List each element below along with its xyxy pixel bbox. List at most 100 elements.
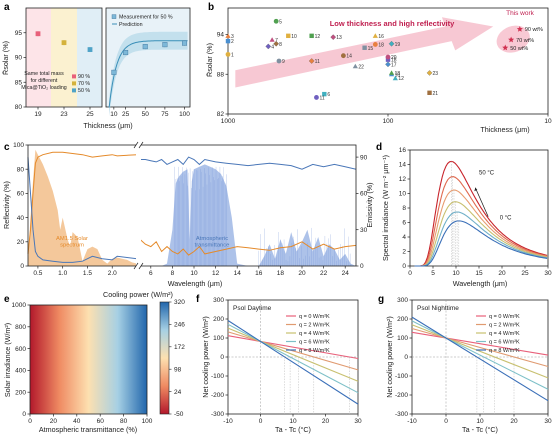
f-y-tick-label: 200 [213,316,224,323]
data-point-label: 22 [358,64,364,70]
data-point-label: 21 [433,91,439,97]
e-x-tick-label: 60 [97,418,105,425]
series-line [227,331,359,371]
b-y-tick-label: 94 [217,32,225,39]
data-point [276,58,282,64]
arrow-label: Low thickness and high reflectivity [330,19,455,28]
a-xr-tick-label: 50 [142,111,150,118]
data-point [265,43,272,50]
a-xr-tick-label: 25 [122,111,130,118]
legend-swatch [72,88,76,93]
g-y-tick-label: 300 [397,297,408,304]
a-xr-tick-label: 100 [179,111,190,118]
c-xl-tick-label: 1.0 [58,270,67,277]
d-x-tick-label: 0 [408,270,412,277]
band-50 [77,8,102,107]
g-y-tick-label: 100 [397,335,408,342]
data-point [330,34,337,40]
e-xlabel: Atmospheric transmittance (%) [39,425,137,434]
legend-entry: q = 2 W/m²K [489,323,520,329]
panel-label-e: e [4,294,10,305]
e-y-tick-label: 400 [15,368,26,375]
d-y-tick-label: 6 [402,220,406,227]
colorbar-tick-label: 98 [174,366,182,373]
legend-entry: q = 4 W/m²K [299,331,330,337]
data-point [427,90,432,95]
series-line [411,316,549,402]
panel-label-g: g [378,294,384,305]
e-y-tick-label: 0 [22,411,26,418]
data-point [385,61,391,68]
panel-title: Psol Nighttime [417,305,459,312]
data-point-label: 20 [391,55,397,61]
a-xr-tick-label: 10 [110,111,118,118]
g-y-tick-label: -300 [395,411,408,418]
work-point-label: 50 wt% [510,46,528,52]
g-y-tick-label: 0 [404,354,408,361]
g-y-tick-label: -100 [395,373,408,380]
c-xr-tick-label: 12 [212,270,220,277]
work-point [516,26,523,32]
data-point [182,40,188,46]
f-x-tick-label: 20 [322,418,330,425]
data-point-label: 12 [315,34,321,40]
axis-break [133,262,139,270]
b-xlabel: Thickness (μm) [480,125,529,134]
panel-label-f: f [196,294,200,305]
data-point [162,42,168,48]
c-yl-tick-label: 40 [17,215,25,222]
annotation-line: AM1.5 Solar [56,236,88,242]
g-x-tick-label: 20 [510,418,518,425]
data-point-label: 12 [398,76,404,82]
c-ylabel-right: Emissivity (%) [365,182,374,227]
panel-label-b: b [208,2,214,13]
legend-swatch [72,81,76,86]
panel-label-d: d [376,142,382,153]
c-yl-tick-label: 20 [17,239,25,246]
data-point-label: 18 [378,42,384,48]
series-line [227,327,359,382]
panel-label-a: a [4,2,10,13]
d-y-tick-label: 4 [402,234,406,241]
colorbar [159,301,170,415]
d-y-tick-label: 12 [399,176,407,183]
data-point [385,57,391,62]
legend-entry: Measurement for 50 % [119,15,173,21]
f-x-tick-label: 10 [289,418,297,425]
data-point [111,69,117,75]
data-point [142,44,148,50]
f-y-tick-label: 300 [213,297,224,304]
data-point-label: 16 [378,34,384,40]
a-y-tick-label: 80 [15,104,23,111]
d-x-tick-label: 10 [452,270,460,277]
series-line [27,151,138,254]
a-xr-tick-label: 75 [161,111,169,118]
f-y-tick-label: -300 [211,411,224,418]
note-line: for different [31,78,58,84]
colorbar-tick-label: 320 [174,299,185,306]
c-yr-tick-label: 0 [360,263,364,270]
data-point [372,42,378,47]
trend-arrow [235,17,494,88]
series-line [140,156,357,170]
e-x-tick-label: 40 [73,418,81,425]
legend-entry: Prediction [119,22,143,28]
data-point [273,40,279,47]
data-point [225,38,231,44]
a-xlabel: Thickness (μm) [83,121,132,130]
d-y-tick-label: 14 [399,162,407,169]
annotation-line: transmittance [195,243,230,249]
axis-break [133,141,139,149]
temp-annotation: 0 °C [500,216,512,222]
data-point-label: 3 [231,34,234,40]
b-x-tick-label: 10 [544,118,552,125]
e-y-tick-label: 600 [15,346,26,353]
e-x-tick-label: 20 [50,418,58,425]
e-x-tick-label: 80 [120,418,128,425]
data-point-label: 18 [391,58,397,64]
d-x-tick-label: 15 [475,270,483,277]
e-y-tick-label: 800 [15,324,26,331]
data-point [308,58,315,64]
b-y-tick-label: 88 [217,71,225,78]
f-y-tick-label: 100 [213,335,224,342]
